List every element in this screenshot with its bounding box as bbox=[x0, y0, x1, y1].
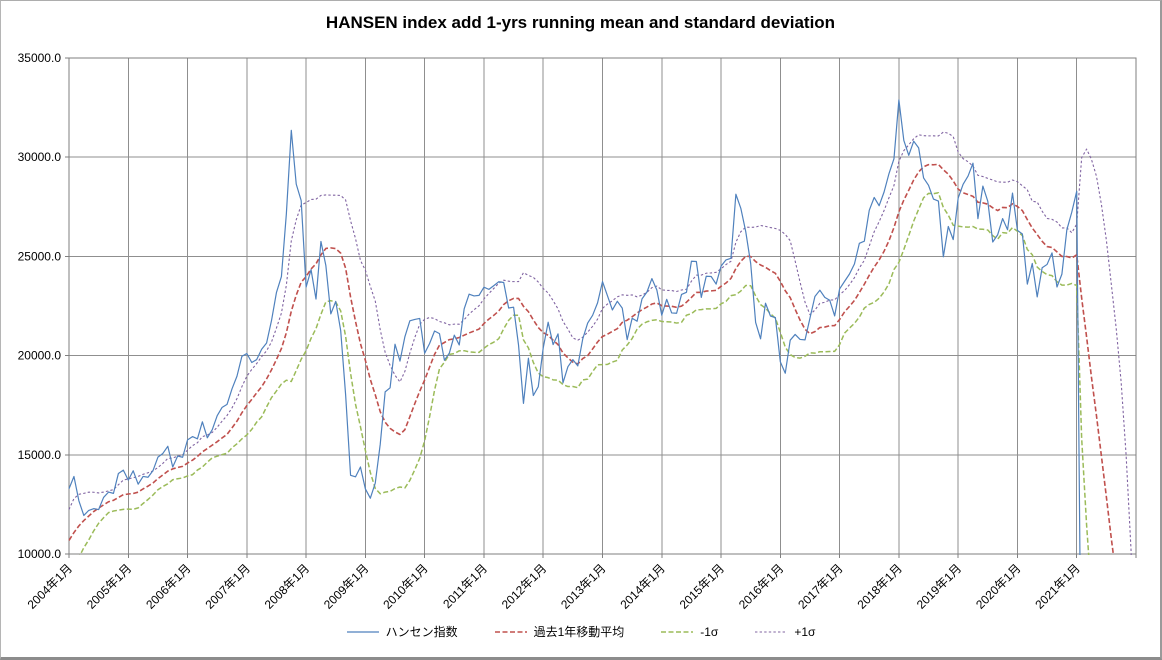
legend-item-plus-1-sigma: +1σ bbox=[754, 625, 815, 639]
x-tick-label: 2019年1月 bbox=[914, 561, 964, 611]
legend-label-plus-1-sigma: +1σ bbox=[794, 624, 816, 639]
y-tick-label: 15000.0 bbox=[18, 448, 62, 462]
x-tick-label: 2017年1月 bbox=[795, 561, 845, 611]
series-line-minus-1-sigma bbox=[79, 192, 1090, 555]
legend: ハンセン指数 過去1年移動平均 -1σ +1σ bbox=[1, 623, 1160, 640]
series-line-plus-1-sigma bbox=[68, 131, 1132, 555]
series-line-hansen-index bbox=[68, 99, 1081, 555]
x-tick-label: 2012年1月 bbox=[499, 561, 549, 611]
x-tick-label: 2016年1月 bbox=[736, 561, 786, 611]
legend-item-hansen-index: ハンセン指数 bbox=[346, 623, 458, 640]
x-tick-label: 2010年1月 bbox=[380, 561, 430, 611]
legend-swatch-running-mean-line-icon bbox=[494, 630, 527, 633]
legend-swatch-plus-1-sigma-line-icon bbox=[755, 630, 788, 633]
x-tick-label: 2007年1月 bbox=[202, 561, 252, 611]
legend-label-minus-1-sigma: -1σ bbox=[700, 624, 719, 639]
y-tick-label: 20000.0 bbox=[18, 349, 62, 363]
x-tick-label: 2021年1月 bbox=[1032, 561, 1082, 611]
legend-label-hansen-index: ハンセン指数 bbox=[385, 625, 458, 639]
series-line-running-mean bbox=[68, 163, 1115, 555]
x-tick-label: 2018年1月 bbox=[855, 561, 905, 611]
x-tick-label: 2014年1月 bbox=[617, 561, 667, 611]
y-tick-label: 30000.0 bbox=[18, 150, 62, 164]
y-tick-label: 35000.0 bbox=[18, 51, 62, 65]
legend-swatch-hansen-index-line-icon bbox=[346, 630, 379, 633]
x-tick-label: 2011年1月 bbox=[440, 561, 490, 611]
x-tick-label: 2008年1月 bbox=[262, 561, 312, 611]
legend-label-running-mean: 過去1年移動平均 bbox=[533, 625, 625, 639]
legend-item-minus-1-sigma: -1σ bbox=[660, 625, 718, 639]
chart-title: HANSEN index add 1-yrs running mean and … bbox=[325, 13, 836, 32]
y-tick-label: 10000.0 bbox=[18, 547, 62, 561]
legend-item-running-mean: 過去1年移動平均 bbox=[494, 623, 625, 640]
x-tick-label: 2013年1月 bbox=[558, 561, 608, 611]
legend-swatch-minus-1-sigma-line-icon bbox=[661, 630, 694, 633]
y-tick-label: 25000.0 bbox=[18, 249, 62, 263]
x-tick-label: 2006年1月 bbox=[143, 561, 193, 611]
x-tick-label: 2020年1月 bbox=[973, 561, 1023, 611]
x-tick-label: 2015年1月 bbox=[677, 561, 727, 611]
x-tick-label: 2009年1月 bbox=[321, 561, 371, 611]
x-tick-label: 2004年1月 bbox=[25, 561, 75, 611]
x-tick-label: 2005年1月 bbox=[84, 561, 134, 611]
